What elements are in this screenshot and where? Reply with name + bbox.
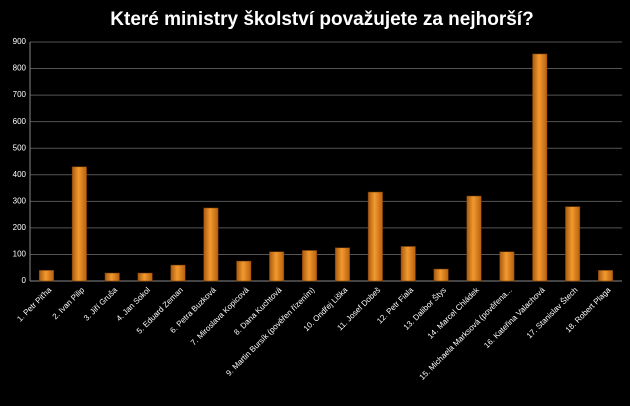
- y-tick-label: 100: [13, 250, 27, 259]
- x-tick-label: 7. Miroslava Kopicová: [189, 285, 251, 347]
- y-tick-label: 900: [13, 37, 27, 46]
- y-tick-label: 300: [13, 196, 27, 205]
- bar: [203, 207, 219, 282]
- bar: [598, 270, 614, 282]
- x-tick-label: 16. Kateřina Valachová: [482, 285, 547, 350]
- bar: [466, 195, 482, 282]
- y-tick-label: 0: [22, 276, 27, 285]
- y-tick-label: 400: [13, 170, 27, 179]
- bar: [104, 272, 120, 282]
- bar: [499, 251, 515, 282]
- y-tick-label: 700: [13, 90, 27, 99]
- bar: [38, 270, 54, 282]
- y-tick-label: 200: [13, 223, 27, 232]
- bar: [170, 264, 186, 282]
- bar: [565, 206, 581, 282]
- bar: [302, 250, 318, 282]
- y-tick-label: 800: [13, 64, 27, 73]
- bar: [532, 53, 548, 282]
- y-tick-label: 600: [13, 117, 27, 126]
- y-tick-label: 500: [13, 143, 27, 152]
- bar: [367, 191, 383, 282]
- chart-title: Které ministry školství považujete za ne…: [110, 9, 533, 30]
- bar: [334, 247, 350, 282]
- bar: [236, 260, 252, 282]
- bar: [433, 268, 449, 282]
- bar: [71, 166, 87, 282]
- bar: [400, 246, 416, 282]
- x-tick-label: 1. Petr Piťha: [15, 285, 53, 323]
- bar: [269, 251, 285, 282]
- bar: [137, 272, 153, 282]
